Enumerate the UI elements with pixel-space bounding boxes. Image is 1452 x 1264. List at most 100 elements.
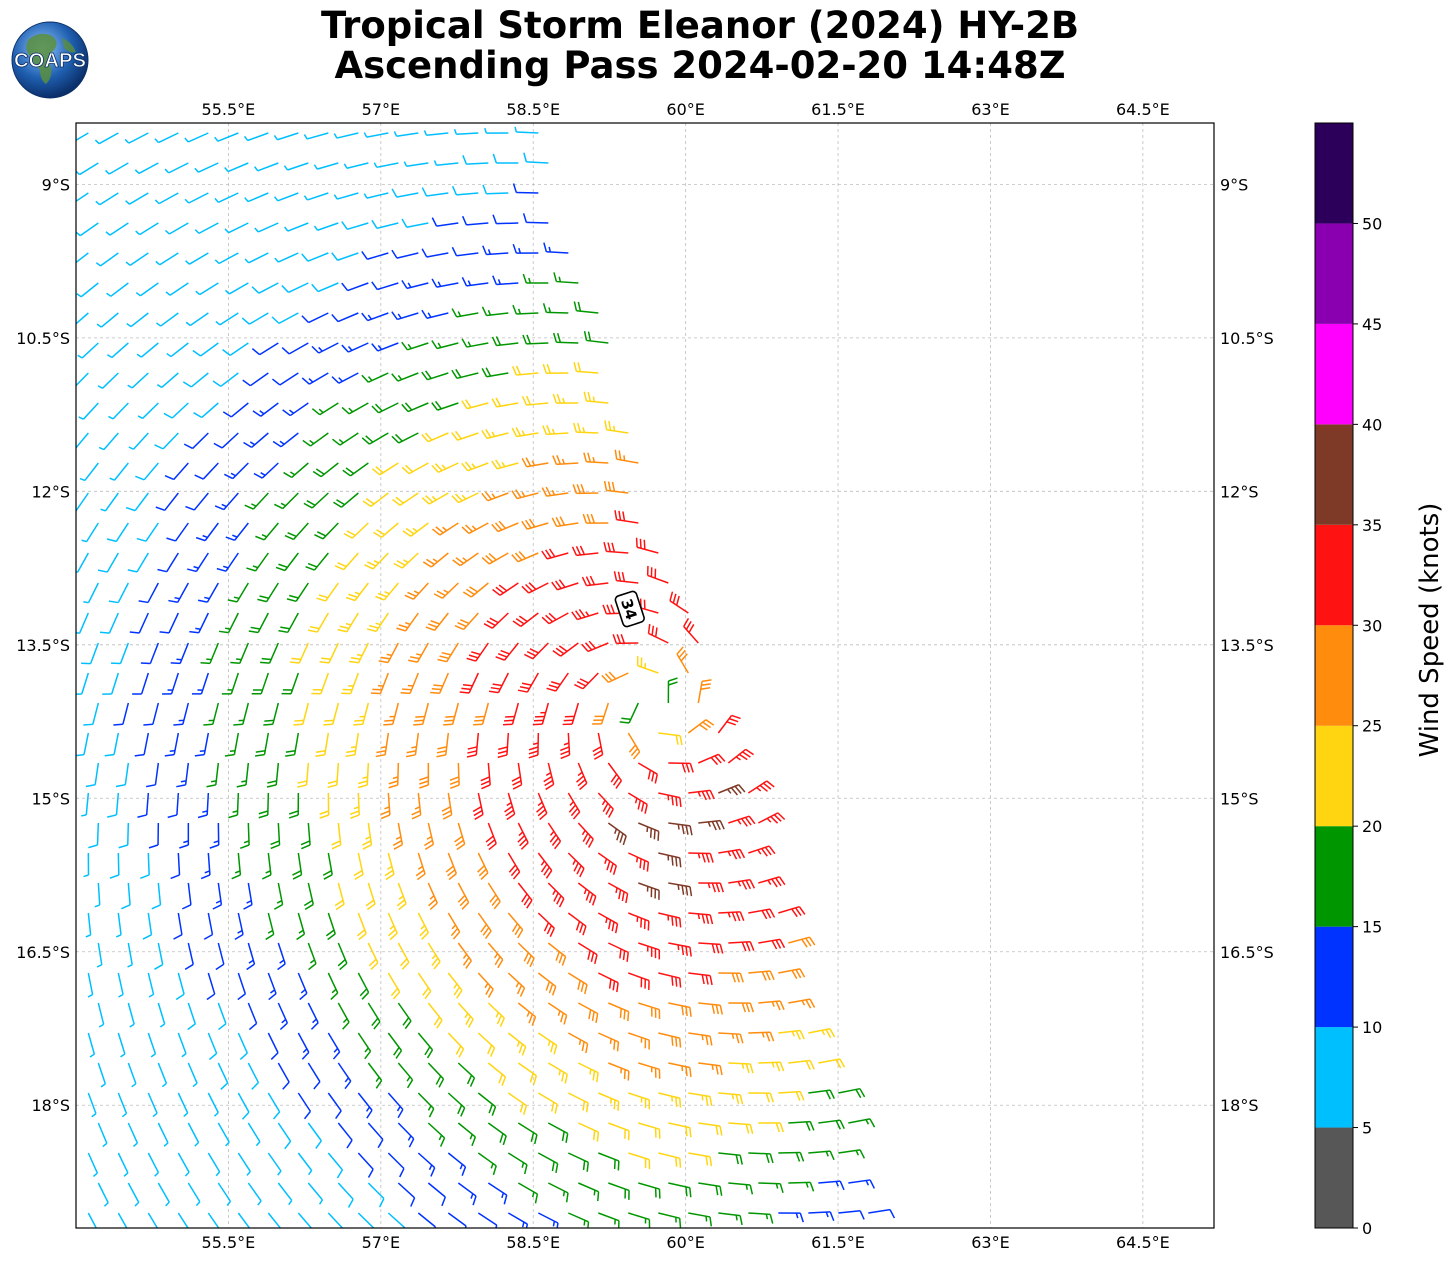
wind-barb	[728, 815, 756, 827]
wind-barb	[698, 819, 725, 831]
wind-barb	[401, 341, 429, 351]
wind-barb	[311, 402, 339, 416]
wind-barb	[337, 1062, 352, 1090]
wind-barb	[270, 822, 281, 850]
lat-tick-label-right: 15°S	[1220, 789, 1259, 808]
wind-barb	[76, 372, 89, 387]
wind-barb	[551, 579, 579, 591]
wind-barb	[698, 1002, 724, 1015]
wind-barb	[371, 402, 399, 414]
wind-barb	[482, 245, 509, 256]
wind-barb	[307, 612, 329, 633]
wind-barb	[688, 852, 714, 863]
wind-barb	[402, 522, 429, 537]
wind-barb	[371, 342, 399, 352]
wind-barb	[427, 1062, 445, 1088]
wind-barb	[258, 792, 270, 819]
wind-barb	[461, 215, 489, 226]
wind-barb	[511, 762, 523, 790]
wind-barb	[808, 1089, 835, 1100]
wind-barb	[342, 462, 369, 477]
lon-tick-label-bottom: 63°E	[971, 1233, 1009, 1252]
wind-barb	[137, 792, 150, 818]
wind-barb	[331, 312, 359, 323]
wind-barb	[262, 852, 272, 880]
wind-barb	[136, 342, 159, 358]
wind-barb	[132, 672, 150, 695]
wind-barb	[628, 1092, 651, 1110]
wind-barb	[184, 192, 209, 204]
wind-barb	[79, 462, 99, 482]
wind-barb	[718, 848, 746, 860]
wind-barb	[487, 882, 501, 910]
wind-barb	[281, 672, 300, 695]
wind-barb	[598, 1212, 620, 1228]
wind-barb	[212, 372, 239, 387]
wind-barb	[451, 246, 479, 257]
wind-barb	[248, 612, 269, 634]
wind-barb	[371, 219, 399, 230]
wind-barb	[445, 852, 458, 881]
wind-barb	[537, 1092, 558, 1114]
wind-barb	[608, 942, 629, 962]
wind-barb	[128, 432, 149, 450]
wind-barb	[397, 1062, 414, 1089]
wind-barb	[728, 1182, 754, 1195]
wind-barb	[349, 642, 370, 664]
wind-barb	[115, 762, 130, 788]
intensity-marker: 34	[614, 590, 645, 628]
wind-barb	[543, 762, 555, 791]
wind-barb	[151, 882, 162, 910]
wind-barb	[175, 972, 185, 1001]
wind-barb	[387, 1092, 404, 1119]
wind-barb	[543, 242, 569, 254]
wind-barb	[337, 942, 348, 971]
wind-barb	[140, 852, 150, 880]
wind-barb	[357, 762, 370, 789]
wind-barb	[461, 399, 489, 410]
wind-barb	[275, 552, 299, 572]
wind-barb	[194, 162, 219, 173]
wind-barb	[573, 301, 599, 314]
wind-barb	[303, 492, 329, 509]
wind-barb	[129, 612, 150, 634]
colorbar-bin	[1315, 424, 1353, 525]
wind-barb	[397, 1122, 415, 1148]
wind-barb	[601, 671, 629, 683]
wind-barb	[193, 402, 219, 419]
wind-barb	[281, 282, 309, 294]
wind-barb	[431, 462, 459, 473]
wind-barb	[301, 252, 329, 262]
wind-barb	[391, 249, 419, 259]
wind-barb	[166, 522, 189, 542]
wind-barb	[167, 792, 180, 819]
wind-barb	[135, 462, 159, 481]
wind-barb	[212, 882, 223, 910]
wind-barb	[147, 1152, 160, 1177]
wind-barb	[688, 1092, 713, 1106]
colorbar: 0 5 10 15 20 25 30 35 40 45 50	[1314, 122, 1382, 1238]
wind-barb	[333, 492, 359, 508]
wind-barb	[583, 330, 609, 344]
wind-barb	[542, 363, 569, 374]
wind-barb	[572, 422, 599, 434]
wind-barb	[166, 342, 189, 358]
wind-barb	[537, 852, 553, 879]
lon-tick-label-bottom: 55.5°E	[202, 1233, 256, 1252]
wind-barb	[451, 308, 479, 318]
wind-barb	[177, 1212, 189, 1228]
wind-barb	[638, 1122, 661, 1139]
wind-barb	[246, 552, 269, 572]
wind-barb	[658, 1032, 682, 1048]
wind-barb	[401, 279, 429, 290]
wind-barb	[185, 492, 209, 511]
wind-barb	[367, 1002, 381, 1030]
wind-barb	[312, 462, 339, 478]
wind-barb	[127, 1062, 137, 1088]
wind-barb	[247, 1002, 258, 1031]
wind-barb	[667, 677, 678, 704]
wind-barb	[267, 972, 277, 1001]
wind-barb	[536, 792, 548, 821]
wind-barb	[323, 702, 340, 726]
wind-barb	[140, 642, 160, 665]
